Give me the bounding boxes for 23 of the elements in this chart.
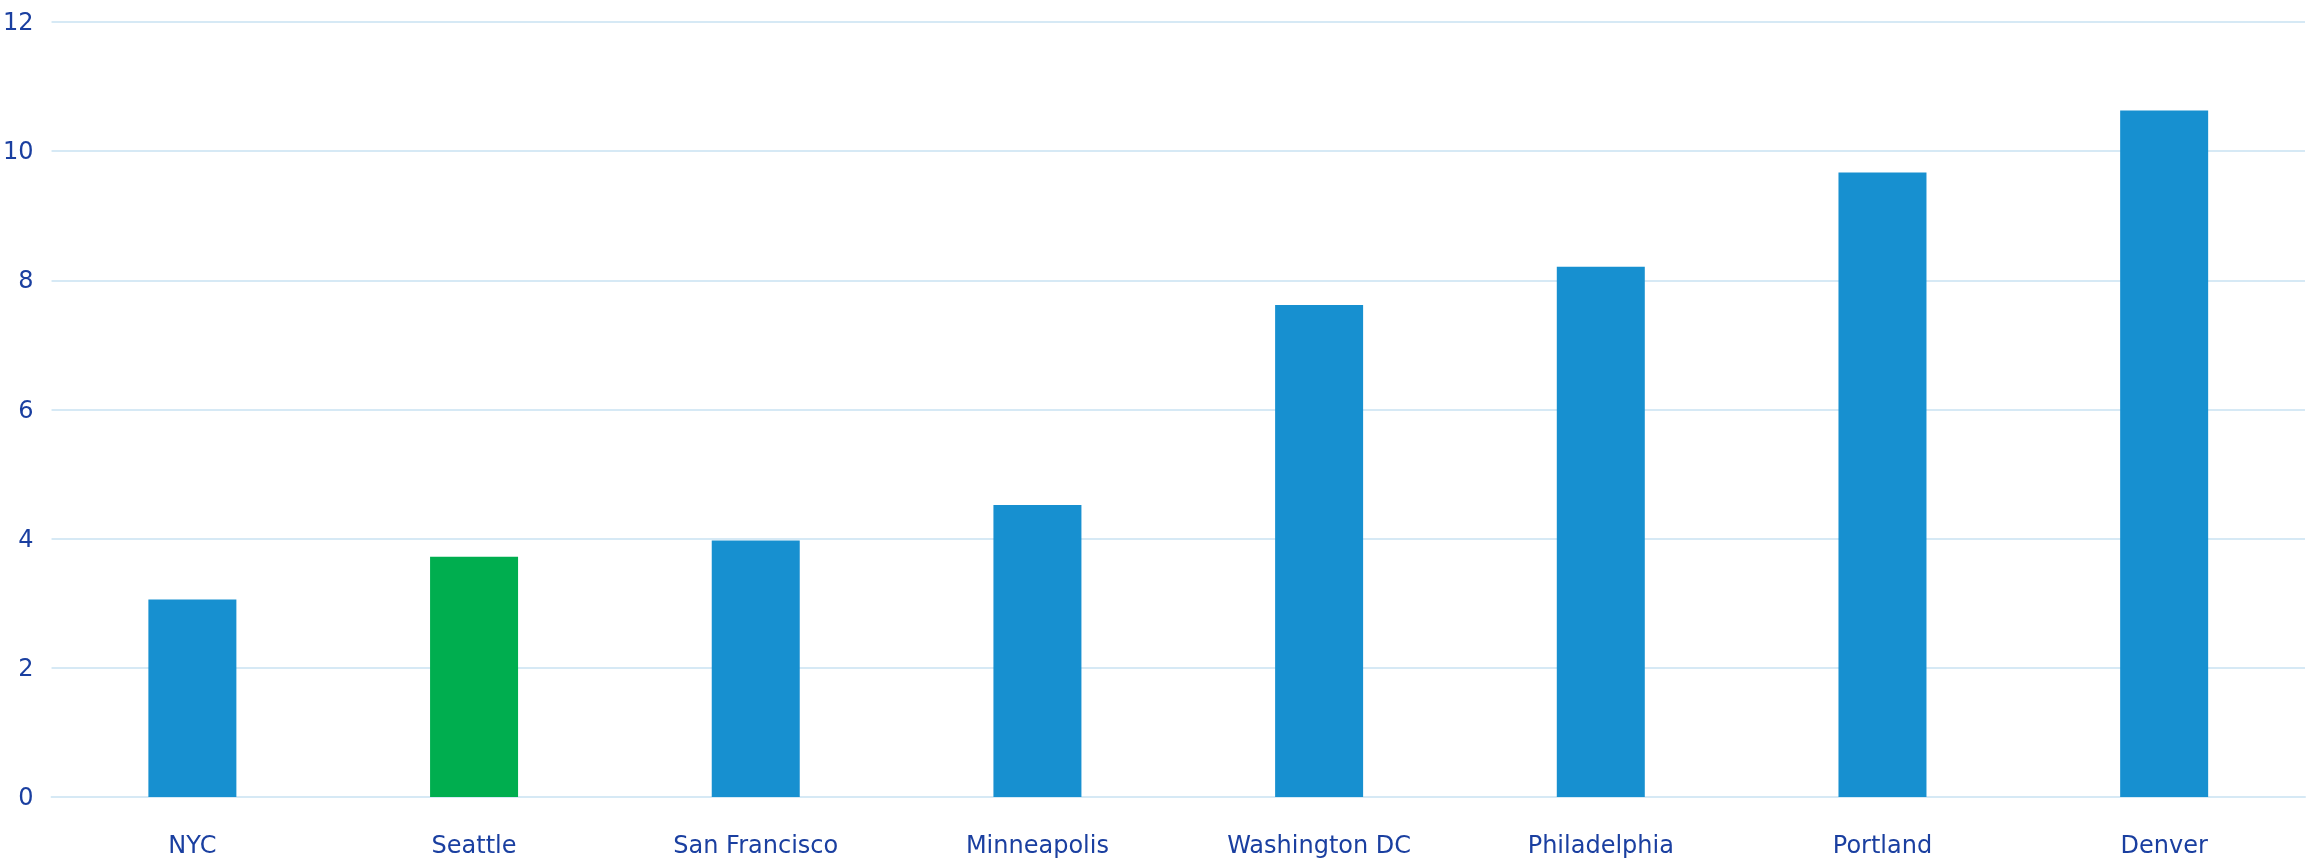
x-tick-label: Portland [1832, 831, 1933, 859]
y-tick-label: 10 [2, 137, 34, 166]
bar [2120, 110, 2209, 797]
x-tick-label: San Francisco [673, 831, 839, 859]
x-tick-label: Philadelphia [1527, 831, 1674, 859]
y-tick-label: 4 [18, 524, 34, 553]
x-tick-label: Washington DC [1227, 831, 1412, 859]
bar [1838, 172, 1927, 797]
bar [148, 599, 237, 797]
x-tick-label: Denver [2120, 831, 2208, 859]
y-tick-label: 0 [18, 783, 34, 811]
x-tick-label: NYC [168, 831, 217, 859]
x-tick-label: Minneapolis [965, 831, 1109, 859]
bar [430, 556, 519, 797]
x-tick-label: Seattle [431, 831, 517, 859]
bar [1275, 304, 1364, 797]
y-tick-label: 12 [2, 8, 34, 36]
y-tick-label: 6 [18, 395, 34, 424]
bar [993, 505, 1082, 797]
y-tick-label: 2 [18, 653, 34, 682]
bar [1556, 266, 1645, 797]
y-tick-label: 8 [18, 266, 34, 295]
bar [711, 540, 800, 797]
